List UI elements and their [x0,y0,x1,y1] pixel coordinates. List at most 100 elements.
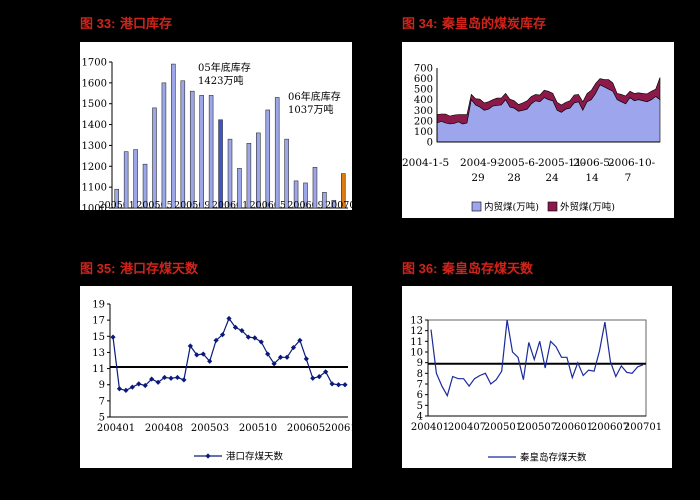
data-point [310,375,316,381]
x-tick-label: 200408 [145,423,183,434]
y-tick-label: 4 [417,412,423,423]
data-point [284,354,290,360]
x-tick-label: 200701 [325,200,361,211]
x-tick-label: 200505 [136,200,172,211]
data-point [149,376,155,382]
data-point [123,387,129,393]
x-tick-label: 200501 [484,422,522,433]
bar [218,119,223,209]
bar [199,95,204,209]
data-point [142,382,148,389]
y-tick-label: 7 [417,380,423,391]
y-tick-label: 1300 [82,141,107,152]
x-tick-label: 200401 [97,423,135,434]
legend-swatch-neimao [471,201,482,212]
x-tick-label: 200701 [624,422,662,433]
y-tick-label: 400 [414,95,433,106]
bar [256,132,261,209]
data-point [187,343,193,349]
data-point [271,361,277,367]
bar [237,168,242,209]
chart-35-panel: 5 7 9 11 13 15 17 19 200401 200408 200503 200510 200… [80,286,363,468]
data-point [226,315,232,322]
annotation-2006-line2: 1037万吨 [288,103,333,116]
chart-34-title: 图 34: 秦皇岛的煤炭库存 [402,16,546,32]
y-tick-label: 1600 [82,78,107,89]
bar [246,143,252,209]
bar [114,188,120,209]
data-point [258,339,264,345]
data-point [277,354,284,360]
y-tick-label: 9 [99,380,105,391]
bar [312,167,318,209]
legend-label: 港口存煤天数 [226,451,284,463]
y-tick-label: 0 [427,138,433,149]
x-tick-label: 200507 [519,422,557,433]
bar [171,63,176,209]
bar [293,180,299,209]
bar [152,107,157,209]
bar [142,163,148,209]
y-tick-label: 300 [414,106,433,117]
y-tick-label: 11 [92,364,105,375]
chart-35-title: 图 35: 港口存煤天数 [80,261,198,277]
x-tick-label: 2005-11- [538,157,586,169]
data-point [335,382,342,388]
y-tick-label: 500 [414,85,433,96]
y-tick-label: 7 [99,396,105,407]
y-tick-label: 1700 [82,58,107,69]
x-tick-label: 200509 [174,200,210,211]
x-tick-label: 200501 [99,200,135,211]
y-tick-label: 17 [92,316,105,327]
x-tick-label: 2005-6- [498,157,539,169]
x-tick-label: 2004-1-5 [402,157,449,169]
y-tick-label: 200 [414,116,433,127]
bar [133,149,138,209]
x-tick-label: 200407 [448,422,486,433]
y-tick-label: 19 [92,300,105,311]
x-tick-label: 200612 [325,423,363,434]
data-point [168,375,174,381]
bar [180,80,186,209]
data-point [136,381,142,387]
x-tick-label: 2004-9- [460,157,501,169]
data-point [342,382,348,388]
chart-36-plot: 4567891011121320040120040720050120050720… [410,316,662,464]
bar [208,95,214,209]
series-line [112,317,345,392]
y-tick-label: 15 [92,332,105,343]
data-point [329,381,335,387]
bar [303,182,308,209]
data-point [181,377,187,383]
x-tick-label: 200503 [191,423,229,434]
chart-33-title: 图 33: 港口库存 [80,16,172,32]
bar [227,138,233,209]
y-tick-label: 10 [410,348,423,359]
y-tick-label: 700 [414,64,433,75]
series-line [430,319,644,398]
y-tick-label: 11 [410,337,423,348]
data-point [174,374,181,381]
y-tick-label: 5 [99,413,105,424]
y-tick-label: 6 [417,390,423,401]
x-tick-label: 200601 [555,422,593,433]
x-tick-label: 200401 [411,422,449,433]
bar [284,138,289,209]
annotation-2005-line1: 05年底库存 [198,61,251,74]
chart-36-panel: 4 5 6 7 8 9 10 11 12 13 200401 200407 200501 200507 20… [402,286,672,468]
x-tick-label: 14 [585,172,599,184]
bar [331,199,337,209]
y-tick-label: 1200 [82,162,107,173]
bar [340,173,346,209]
bar [161,82,167,209]
chart-36-title: 图 36: 秦皇岛存煤天数 [402,261,533,277]
chart-35-plot: 5 7 9 11 13 15 17 19 200401 200408 200503 200510 200… [92,300,363,463]
legend-label-waimao: 外贸煤(万吨) [560,201,615,213]
y-tick-label: 1500 [82,99,107,110]
legend-label-neimao: 内贸煤(万吨) [484,201,539,213]
x-tick-label: 29 [471,172,484,184]
y-tick-label: 9 [417,358,423,369]
annotation-2006-line1: 06年底库存 [288,90,341,103]
